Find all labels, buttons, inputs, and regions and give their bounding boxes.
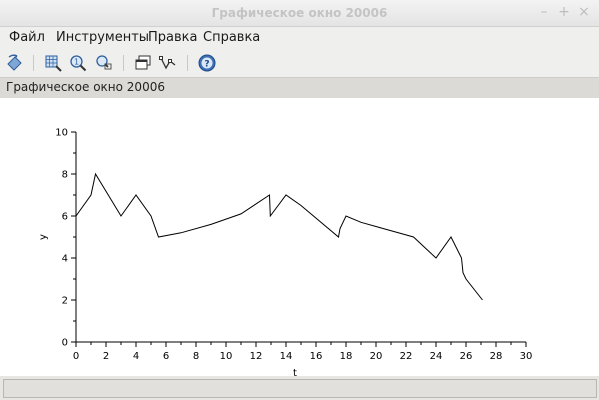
x-tick-label: 22 xyxy=(400,351,413,362)
data-tip-icon[interactable] xyxy=(158,53,178,73)
x-tick-label: 18 xyxy=(340,351,353,362)
y-tick-label: 0 xyxy=(62,338,68,349)
maximize-button[interactable]: + xyxy=(558,4,570,20)
info-bar: Графическое окно 20006 xyxy=(0,77,599,98)
x-tick-label: 6 xyxy=(163,351,169,362)
toolbar-separator xyxy=(123,55,124,71)
x-tick-label: 16 xyxy=(310,351,323,362)
x-tick-label: 2 xyxy=(103,351,109,362)
x-tick-label: 30 xyxy=(520,351,533,362)
y-tick-label: 10 xyxy=(55,128,68,139)
x-tick-label: 26 xyxy=(460,351,473,362)
x-axis-label: t xyxy=(293,368,297,376)
close-button[interactable]: × xyxy=(578,4,590,20)
menu-bar: Файл Инструменты Правка Справка xyxy=(0,27,599,49)
rotate-icon[interactable] xyxy=(5,53,25,73)
info-bar-text: Графическое окно 20006 xyxy=(6,80,165,94)
series-line xyxy=(75,172,483,301)
graphic-canvas[interactable]: 0 2 4 6 8 10 12 14 16 18 20 22 24 26 28 30 0 2 4 6 8 10 t y xyxy=(0,98,599,380)
svg-text:1: 1 xyxy=(74,58,79,67)
menu-edit[interactable]: Правка xyxy=(148,30,198,45)
windows-icon[interactable] xyxy=(133,53,153,73)
title-bar: Графическое окно 20006 – + × xyxy=(0,0,599,27)
x-tick-label: 24 xyxy=(430,351,443,362)
status-field xyxy=(3,379,597,398)
zoom-grid-icon[interactable] xyxy=(43,53,63,73)
y-tick-label: 8 xyxy=(62,170,68,181)
x-tick-label: 20 xyxy=(370,351,383,362)
help-icon[interactable]: ? xyxy=(197,53,217,73)
menu-help[interactable]: Справка xyxy=(203,30,261,45)
x-tick-label: 14 xyxy=(280,351,293,362)
menu-file[interactable]: Файл xyxy=(9,30,45,45)
x-tick-label: 8 xyxy=(193,351,199,362)
x-tick-label: 0 xyxy=(73,351,79,362)
x-tick-label: 12 xyxy=(250,351,263,362)
status-bar xyxy=(0,376,599,400)
x-tick-label: 28 xyxy=(490,351,503,362)
svg-text:?: ? xyxy=(204,60,209,70)
zoom-area-icon[interactable] xyxy=(94,53,114,73)
y-tick-label: 2 xyxy=(62,296,68,307)
x-tick-label: 10 xyxy=(220,351,233,362)
x-tick-label: 4 xyxy=(133,351,139,362)
menu-tools[interactable]: Инструменты xyxy=(56,30,150,45)
y-tick-label: 4 xyxy=(62,254,68,265)
toolbar-separator xyxy=(33,55,34,71)
toolbar-separator xyxy=(187,55,188,71)
zoom-in-icon[interactable]: 1 xyxy=(68,53,88,73)
y-axis-label: y xyxy=(38,234,49,240)
window-title: Графическое окно 20006 xyxy=(211,6,388,20)
y-tick-label: 6 xyxy=(62,212,68,223)
toolbar: 1 ? xyxy=(0,49,599,77)
minimize-button[interactable]: – xyxy=(540,4,548,20)
